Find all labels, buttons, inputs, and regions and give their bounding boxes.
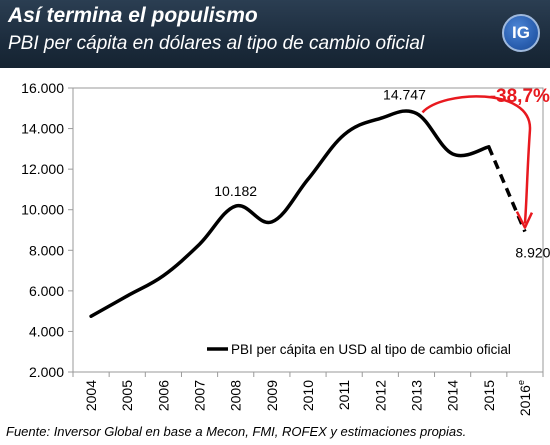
x-tick-label: 2007 xyxy=(192,380,208,411)
x-tick-label: 2013 xyxy=(408,380,424,411)
x-tick-label: 2008 xyxy=(228,380,244,411)
plot-frame xyxy=(72,87,544,373)
data-label: 10.182 xyxy=(214,183,257,199)
x-tick-label: 2004 xyxy=(83,380,99,411)
chart-header: Así termina el populismo PBI per cápita … xyxy=(0,0,550,68)
decline-arrow xyxy=(421,95,532,224)
legend-label: PBI per cápita en USD al tipo de cambio … xyxy=(231,342,511,357)
x-tick-label: 2011 xyxy=(336,380,352,410)
chart-title: Así termina el populismo xyxy=(8,4,258,27)
series-line-projection xyxy=(487,146,527,233)
series-line-solid xyxy=(89,109,491,318)
decline-arrowhead xyxy=(515,211,534,229)
chart-subtitle: PBI per cápita en dólares al tipo de cam… xyxy=(8,33,425,54)
y-tick-label: 10.000 xyxy=(21,202,64,218)
y-tick-label: 8.000 xyxy=(29,242,64,258)
y-tick-label: 16.000 xyxy=(21,80,64,96)
x-tick-label: 2005 xyxy=(119,380,135,411)
source-note: Fuente: Inversor Global en base a Mecon,… xyxy=(6,424,467,439)
x-tick-label: 2016e xyxy=(516,380,533,416)
y-tick-label: 4.000 xyxy=(29,323,64,339)
data-label: 8.920 xyxy=(515,245,550,261)
y-tick-label: 2.000 xyxy=(29,364,64,380)
x-tick-label: 2015 xyxy=(481,380,497,411)
y-tick-label: 14.000 xyxy=(21,121,64,137)
y-tick-label: 12.000 xyxy=(21,161,64,177)
x-tick-label: 2006 xyxy=(155,380,171,411)
y-tick-label: 6.000 xyxy=(29,283,64,299)
ig-logo: IG xyxy=(502,14,540,52)
x-tick-label: 2010 xyxy=(300,380,316,411)
line-chart: 2.000 4.000 6.000 8.000 10.000 12.000 14.000 16… xyxy=(21,80,550,416)
decline-percentage-label: -38,7% xyxy=(490,86,550,107)
x-tick-label: 2012 xyxy=(372,380,388,411)
data-label: 14.747 xyxy=(383,86,426,102)
x-tick-label: 2014 xyxy=(445,380,461,411)
x-tick-label: 2009 xyxy=(264,380,280,411)
